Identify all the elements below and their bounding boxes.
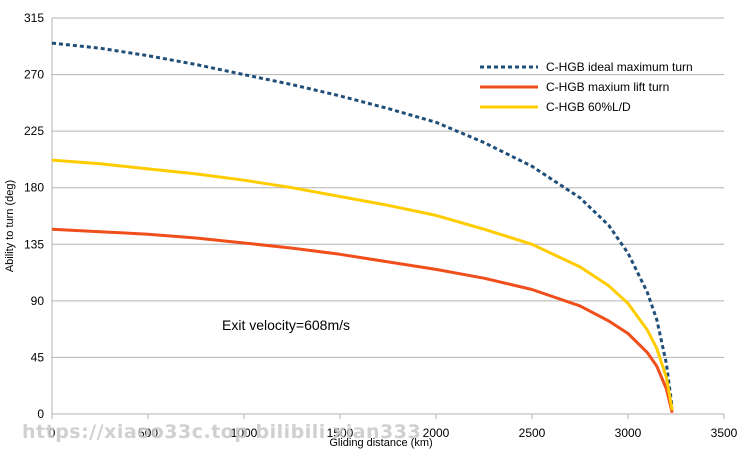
y-axis-label: Ability to turn (deg) — [4, 180, 16, 272]
series-lines — [51, 41, 674, 414]
series-line-3 — [51, 158, 674, 411]
x-tick-label: 2000 — [423, 426, 450, 440]
x-tick-label: 1000 — [231, 426, 258, 440]
y-tick-label: 135 — [24, 237, 44, 251]
gridlines — [52, 17, 724, 358]
x-tick-label: 0 — [49, 426, 56, 440]
x-tick-label: 1500 — [327, 426, 354, 440]
legend-label-1: C-HGB ideal maximum turn — [546, 60, 693, 74]
x-axis-label: Gliding distance (km) — [329, 437, 432, 449]
x-tick-label: 3000 — [615, 426, 642, 440]
y-tick-label: 0 — [37, 407, 44, 421]
series-line-2 — [51, 227, 674, 414]
axes — [51, 18, 725, 419]
y-tick-label: 45 — [31, 350, 45, 364]
legend-label-2: C-HGB maxium lift turn — [546, 80, 669, 94]
tick-labels: 0 45 90 135 180 225 270 315 0 500 1000 1500 2000 2500… — [24, 11, 738, 440]
watermark: https://xiaoo33c.top bilibili xian333 — [22, 421, 421, 443]
series-line-1 — [51, 41, 674, 408]
y-tick-label: 225 — [24, 124, 44, 138]
y-tick-label: 180 — [24, 181, 44, 195]
x-tick-label: 2500 — [519, 426, 546, 440]
x-tick-label: 3500 — [711, 426, 738, 440]
legend-label-3: C-HGB 60%L/D — [546, 100, 631, 114]
y-tick-label: 315 — [24, 11, 44, 25]
legend: C-HGB ideal maximum turn C-HGB maxium lif… — [480, 60, 693, 114]
x-tick-label: 500 — [138, 426, 158, 440]
exit-velocity-annotation: Exit velocity=608m/s — [222, 317, 350, 333]
y-tick-label: 90 — [31, 294, 45, 308]
y-tick-label: 270 — [24, 68, 44, 82]
